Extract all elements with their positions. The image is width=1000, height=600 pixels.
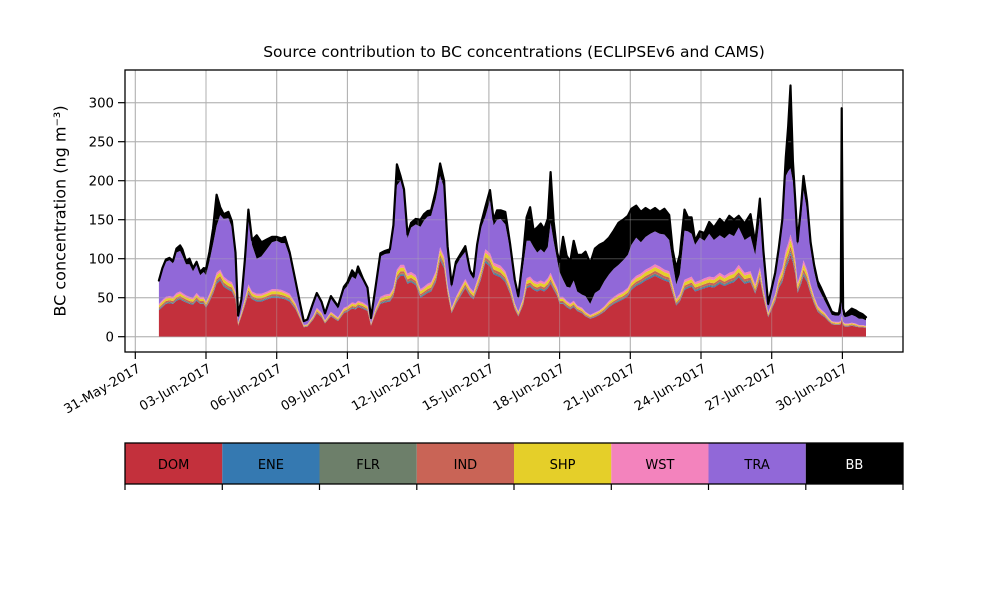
total-line: [157, 84, 868, 323]
y-tick-label: 50: [97, 291, 114, 306]
y-tick-label: 100: [89, 252, 114, 267]
legend-swatch-ene: [222, 443, 320, 484]
stacked-areas: [158, 85, 866, 337]
legend-swatch-bb: [805, 443, 904, 484]
x-tick-label: 18-Jun-2017: [491, 361, 568, 414]
area-tra: [158, 168, 866, 326]
x-tick-label: 27-Jun-2017: [703, 361, 780, 414]
plot-frame: [124, 69, 904, 353]
y-axis: 0 50 100 150 200 250 300: [89, 96, 125, 345]
legend-frame: [124, 442, 904, 485]
legend-label-bb: BB: [845, 458, 863, 473]
legend-swatch-ind: [416, 443, 515, 484]
x-axis: 31-May-201703-Jun-201706-Jun-201709-Jun-…: [62, 352, 851, 417]
x-tick-label: 24-Jun-2017: [632, 361, 709, 414]
x-tick-label: 30-Jun-2017: [774, 361, 851, 414]
x-tick-label: 31-May-2017: [62, 361, 144, 417]
y-tick-label: 150: [89, 213, 114, 228]
legend-label-dom: DOM: [158, 458, 189, 473]
x-tick-label: 15-Jun-2017: [420, 361, 497, 414]
x-tick-label: 03-Jun-2017: [137, 361, 214, 414]
y-tick-label: 0: [106, 330, 114, 345]
legend-swatch-wst: [611, 443, 709, 484]
legend-label-flr: FLR: [356, 458, 380, 473]
legend-label-ind: IND: [454, 458, 478, 473]
chart-title: Source contribution to BC concentrations…: [263, 43, 765, 61]
legend-label-ene: ENE: [258, 458, 284, 473]
legend-swatch-dom: [125, 443, 223, 484]
x-tick-label: 09-Jun-2017: [279, 361, 356, 414]
legend-swatch-flr: [319, 443, 417, 484]
legend-swatch-shp: [514, 443, 612, 484]
y-tick-label: 200: [89, 174, 114, 189]
x-tick-label: 12-Jun-2017: [349, 361, 426, 414]
legend-label-wst: WST: [645, 458, 674, 473]
legend: DOM ENE FLR IND SHP WST TRA BB: [124, 442, 904, 490]
x-tick-label: 21-Jun-2017: [561, 361, 638, 414]
legend-label-shp: SHP: [550, 458, 576, 473]
y-tick-label: 250: [89, 135, 114, 150]
x-tick-label: 06-Jun-2017: [208, 361, 285, 414]
legend-label-tra: TRA: [743, 458, 769, 473]
legend-swatch-tra: [708, 443, 806, 484]
area-dom: [158, 254, 866, 337]
y-tick-label: 300: [89, 96, 114, 111]
